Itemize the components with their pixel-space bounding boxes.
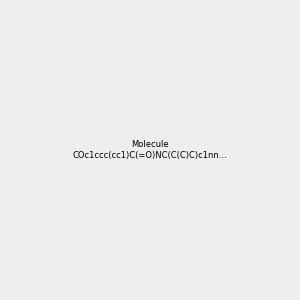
Text: Molecule
COc1ccc(cc1)C(=O)NC(C(C)C)c1nn...: Molecule COc1ccc(cc1)C(=O)NC(C(C)C)c1nn.… (73, 140, 227, 160)
